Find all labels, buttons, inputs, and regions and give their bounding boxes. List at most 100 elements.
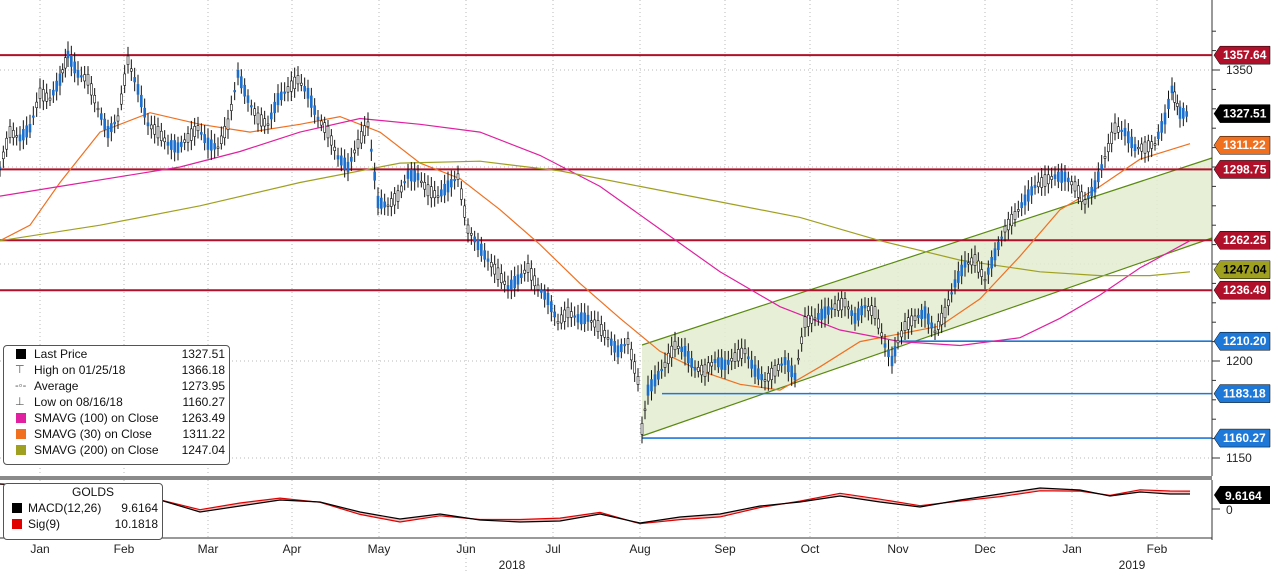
- price-candle: [917, 314, 920, 318]
- price-candle: [160, 130, 163, 141]
- price-candle: [553, 311, 556, 318]
- price-candle: [390, 198, 393, 207]
- price-candle: [1063, 171, 1067, 182]
- price-candle: [523, 269, 526, 274]
- price-candle: [506, 285, 510, 290]
- price-candle: [550, 301, 553, 313]
- price-candle: [426, 184, 430, 197]
- price-candle: [58, 73, 62, 86]
- macd-legend-row: MACD(12,26) 9.6164: [4, 500, 162, 516]
- price-candle: [723, 359, 727, 371]
- legend-row: ⊥ Low on 08/16/18 1160.27: [4, 394, 229, 410]
- price-candle: [86, 73, 90, 86]
- legend-label: Last Price: [34, 347, 88, 361]
- price-candle: [930, 322, 933, 329]
- price-candle: [146, 122, 150, 127]
- price-candle: [1080, 191, 1083, 202]
- price-candle: [1127, 131, 1130, 144]
- price-candle: [250, 105, 253, 108]
- price-tags: 1357.64 1298.75 1262.25 1236.49 1210.20 1183.…: [1213, 45, 1271, 448]
- price-candle: [343, 157, 346, 170]
- level-tag-bg: [1213, 384, 1271, 403]
- x-month-label: Mar: [198, 542, 219, 556]
- price-candle: [176, 142, 180, 153]
- price-candle: [753, 364, 757, 377]
- price-candle: [350, 156, 353, 162]
- price-candle: [570, 311, 573, 318]
- x-axis: Jan Feb Mar Apr May Jun Jul Aug Sep Oct Nov Dec Jan F…: [0, 537, 1212, 574]
- legend-label: Average: [34, 379, 79, 393]
- legend-glyph: ⊤: [15, 364, 25, 376]
- price-candle: [750, 359, 753, 369]
- legend-label: High on 01/25/18: [34, 363, 126, 377]
- price-candle: [783, 357, 787, 365]
- price-candle: [530, 268, 533, 281]
- legend-label: Low on 08/16/18: [34, 395, 123, 409]
- price-candle: [640, 423, 644, 435]
- price-candle: [667, 352, 670, 364]
- price-tag-bg: [1213, 104, 1271, 123]
- price-candle: [1178, 106, 1182, 119]
- support-resistance-levels: [0, 54, 1212, 439]
- price-candle: [473, 236, 476, 243]
- price-candle: [967, 262, 970, 265]
- price-candle: [757, 368, 760, 380]
- price-candle: [32, 115, 35, 118]
- price-candle: [150, 124, 153, 130]
- price-candle: [400, 185, 403, 193]
- price-candle: [64, 57, 67, 69]
- price-candle: [356, 138, 360, 149]
- price-candle: [1100, 164, 1103, 170]
- x-month-label: Jan: [30, 542, 49, 556]
- price-candle: [1010, 214, 1013, 227]
- price-candle: [38, 87, 42, 99]
- price-candle: [653, 374, 657, 387]
- price-candle: [440, 189, 443, 197]
- price-candle: [326, 125, 330, 139]
- price-candle: [576, 314, 580, 323]
- price-candle: [186, 133, 190, 143]
- price-candle: [790, 365, 793, 378]
- price-candle: [460, 188, 463, 200]
- legend-glyph: ⊥: [15, 396, 25, 408]
- price-candle: [346, 161, 350, 173]
- price-candle: [96, 107, 100, 111]
- price-candle: [937, 321, 940, 330]
- price-candle: [847, 306, 850, 310]
- price-candle: [867, 306, 870, 312]
- price-candle: [1143, 141, 1147, 154]
- price-candle: [5, 137, 8, 150]
- legend-value: 1273.95: [181, 379, 225, 393]
- price-candle: [456, 173, 460, 180]
- price-candle: [12, 130, 15, 138]
- legend-row: ⊤ High on 01/25/18 1366.18: [4, 362, 229, 378]
- price-candle: [890, 355, 894, 367]
- price-candle: [650, 379, 653, 392]
- price-candle: [103, 118, 106, 130]
- price-candle: [993, 248, 997, 261]
- price-candle: [683, 346, 687, 357]
- price-candle: [226, 118, 230, 131]
- price-candle: [883, 343, 887, 348]
- price-candle: [673, 340, 677, 351]
- price-candle: [376, 195, 380, 208]
- price-candle: [727, 359, 730, 365]
- price-candle: [1077, 185, 1080, 198]
- legend-swatch: [16, 429, 26, 439]
- price-candle: [116, 115, 120, 122]
- price-candle: [280, 91, 283, 101]
- price-candle: [166, 141, 170, 146]
- price-candle: [670, 345, 673, 359]
- price-candle: [596, 320, 600, 332]
- price-candle: [860, 305, 863, 316]
- price-candle: [1133, 144, 1137, 152]
- price-candle: [773, 365, 777, 377]
- price-candle: [927, 313, 930, 325]
- price-candle: [120, 93, 123, 105]
- level-tag: 1210.20: [1223, 334, 1267, 348]
- price-candle: [290, 80, 293, 92]
- price-candle: [863, 305, 867, 309]
- price-candle: [1153, 143, 1157, 146]
- legend-row: -◦- Average 1273.95: [4, 378, 229, 394]
